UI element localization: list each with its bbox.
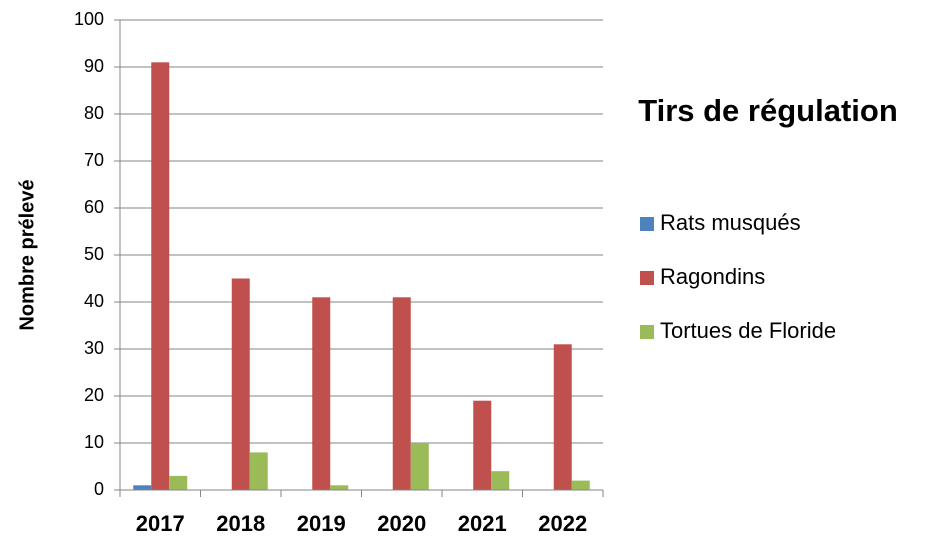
bar <box>312 297 331 490</box>
bar <box>392 297 411 490</box>
y-tick-label: 10 <box>84 432 104 452</box>
legend-label: Ragondins <box>660 264 765 289</box>
legend-label: Tortues de Floride <box>660 318 836 343</box>
y-tick-label: 30 <box>84 338 104 358</box>
legend-swatch <box>640 271 654 285</box>
x-tick-label: 2018 <box>216 511 265 536</box>
x-tick-label: 2019 <box>297 511 346 536</box>
legend-swatch <box>640 325 654 339</box>
bar <box>169 475 188 490</box>
y-tick-label: 80 <box>84 103 104 123</box>
chart-title: Tirs de régulation <box>638 93 898 128</box>
bar <box>571 480 590 490</box>
y-tick-label: 40 <box>84 291 104 311</box>
bar <box>231 278 250 490</box>
y-tick-label: 0 <box>94 479 104 499</box>
bar <box>330 485 349 490</box>
x-tick-label: 2017 <box>136 511 185 536</box>
bar <box>473 400 492 490</box>
legend-label: Rats musqués <box>660 210 801 235</box>
y-tick-label: 90 <box>84 56 104 76</box>
y-tick-label: 50 <box>84 244 104 264</box>
x-tick-label: 2022 <box>538 511 587 536</box>
bar <box>491 471 510 490</box>
legend-swatch <box>640 217 654 231</box>
y-axis-label: Nombre prélevé <box>16 179 38 330</box>
y-tick-label: 70 <box>84 150 104 170</box>
bar <box>553 344 572 490</box>
y-tick-label: 100 <box>74 9 104 29</box>
bar <box>249 452 268 490</box>
bar <box>410 443 429 490</box>
y-tick-label: 20 <box>84 385 104 405</box>
x-tick-label: 2021 <box>458 511 507 536</box>
x-tick-label: 2020 <box>377 511 426 536</box>
bar <box>151 62 170 491</box>
bar <box>133 485 152 490</box>
y-tick-label: 60 <box>84 197 104 217</box>
